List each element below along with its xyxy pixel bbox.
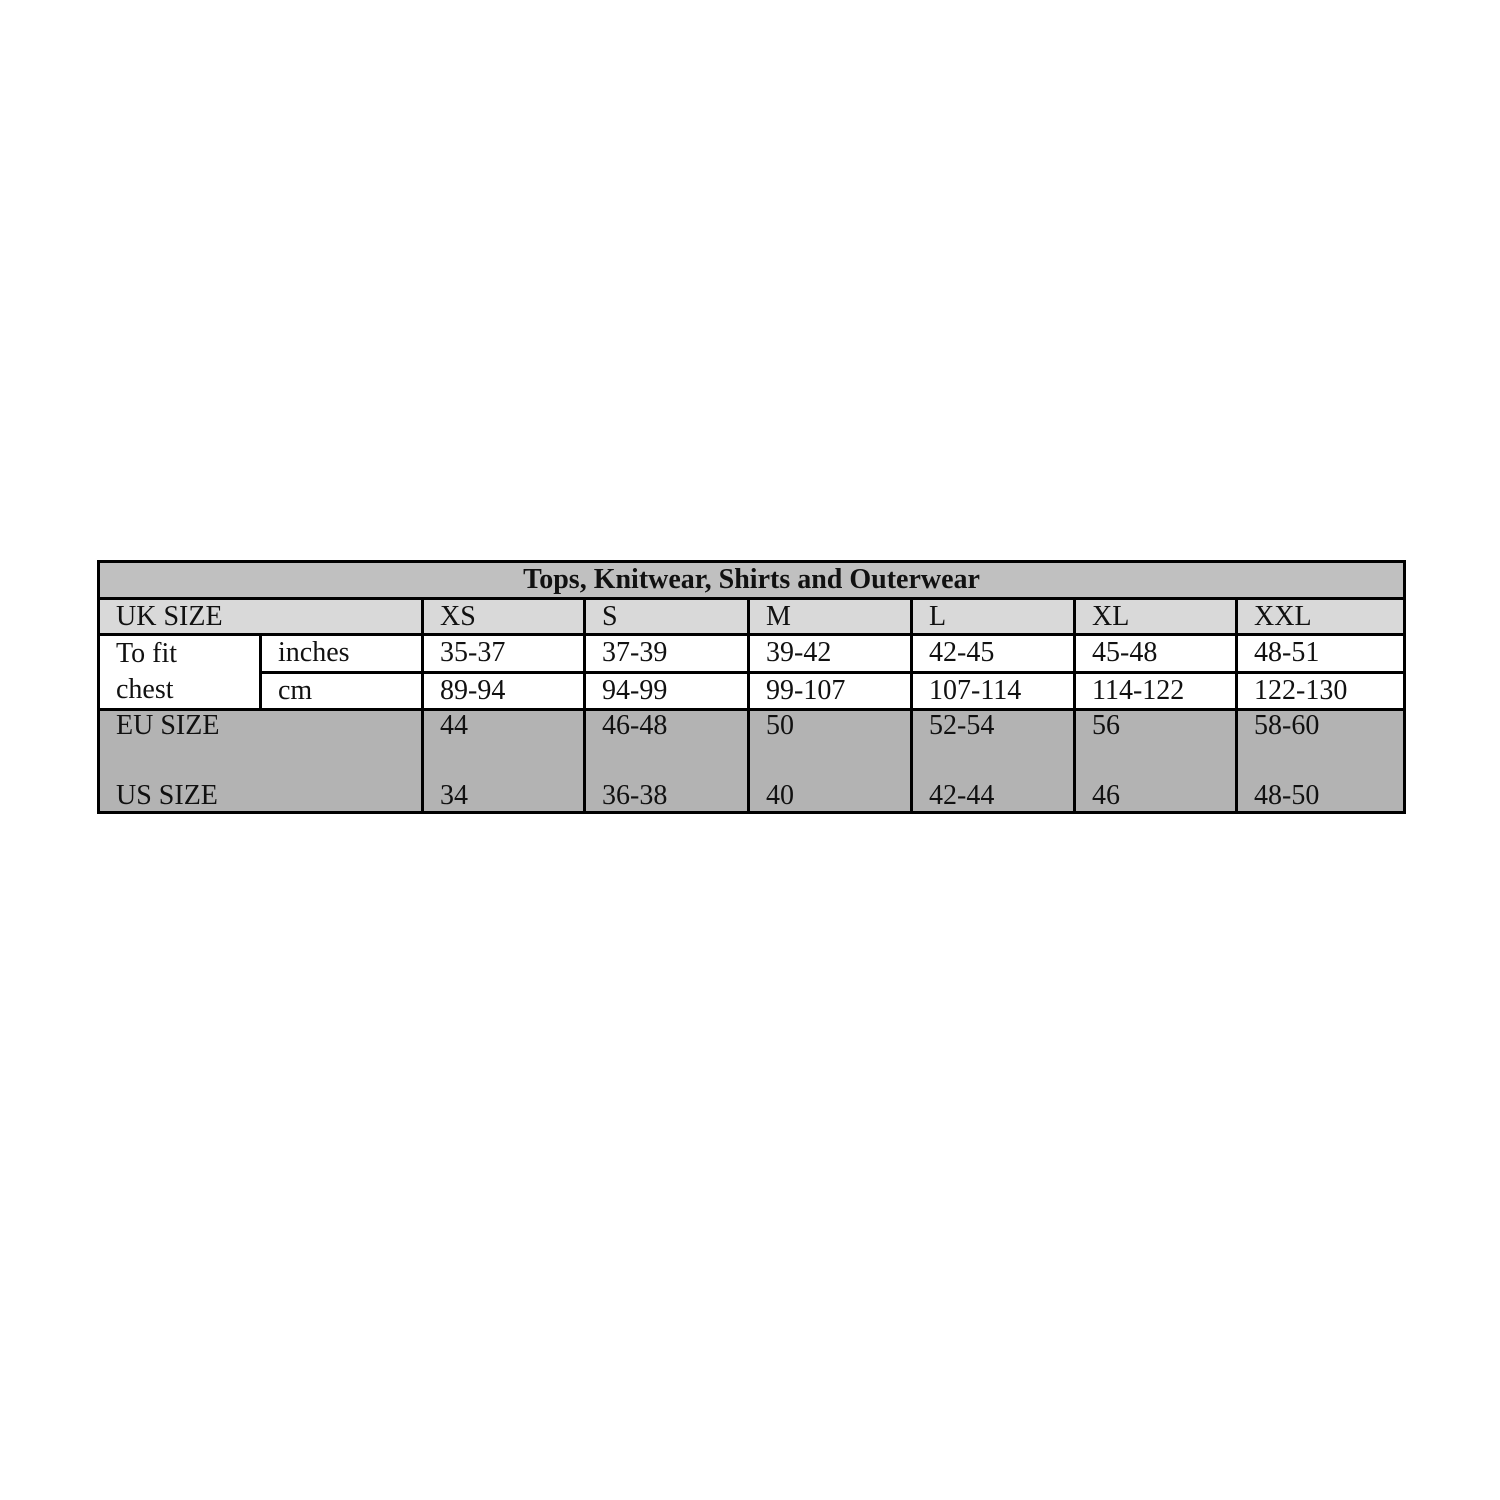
us-value: 36-38 (602, 780, 668, 811)
eu-value: 52-54 (929, 710, 995, 741)
us-value: 40 (766, 780, 794, 811)
eu-value: 50 (766, 710, 794, 741)
eu-size-label: EU SIZE (116, 710, 220, 741)
inches-cell: 48-51 (1234, 633, 1407, 674)
inches-cell: 35-37 (421, 633, 586, 674)
cm-cell: 94-99 (583, 670, 750, 711)
inches-cell: 37-39 (583, 633, 750, 674)
eu-us-size-row: EU SIZE US SIZE 44 34 46-48 36-38 50 40 52-5… (97, 708, 1407, 814)
us-value: 48-50 (1254, 780, 1320, 811)
cm-cell: 107-114 (910, 670, 1076, 711)
eu-value: 44 (440, 710, 468, 741)
size-cell: S (583, 597, 750, 636)
size-chart-table: Tops, Knitwear, Shirts and Outerwear UK … (96, 560, 1407, 814)
size-cell: M (747, 597, 913, 636)
us-value: 34 (440, 780, 468, 811)
inches-label: inches (259, 633, 424, 674)
size-cell: L (910, 597, 1076, 636)
size-cell: XS (421, 597, 586, 636)
chest-label-line2: chest (116, 674, 174, 705)
eu-us-cell: 58-60 48-50 (1234, 708, 1407, 814)
size-cell: XL (1073, 597, 1238, 636)
eu-us-cell: 50 40 (747, 708, 913, 814)
inches-cell: 42-45 (910, 633, 1076, 674)
eu-value: 58-60 (1254, 710, 1320, 741)
cm-cell: 122-130 (1234, 670, 1407, 711)
inches-cell: 39-42 (747, 633, 913, 674)
us-size-label: US SIZE (116, 780, 218, 811)
cm-cell: 99-107 (747, 670, 913, 711)
cm-cell: 114-122 (1073, 670, 1238, 711)
size-cell: XXL (1234, 597, 1407, 636)
eu-value: 46-48 (602, 710, 668, 741)
inches-row: To fit chest inches 35-37 37-39 39-42 42-… (97, 633, 1407, 711)
cm-label: cm (259, 670, 424, 711)
chest-label: To fit chest (97, 633, 262, 711)
eu-us-cell: 44 34 (421, 708, 586, 814)
uk-size-row: UK SIZE XS S M L XL XXL (97, 597, 1407, 636)
cm-cell: 89-94 (421, 670, 586, 711)
eu-us-cell: 52-54 42-44 (910, 708, 1076, 814)
eu-us-label-cell: EU SIZE US SIZE (97, 708, 424, 814)
us-value: 46 (1092, 780, 1120, 811)
uk-size-label: UK SIZE (97, 597, 424, 636)
us-value: 42-44 (929, 780, 995, 811)
eu-us-cell: 46-48 36-38 (583, 708, 750, 814)
cm-row: cm 89-94 94-99 99-107 107-114 114-122 12… (99, 670, 1407, 711)
eu-value: 56 (1092, 710, 1120, 741)
table-title: Tops, Knitwear, Shirts and Outerwear (96, 560, 1407, 600)
title-row: Tops, Knitwear, Shirts and Outerwear (96, 560, 1407, 600)
chest-label-line1: To fit (116, 638, 178, 669)
eu-us-cell: 56 46 (1073, 708, 1238, 814)
inches-cell: 45-48 (1073, 633, 1238, 674)
